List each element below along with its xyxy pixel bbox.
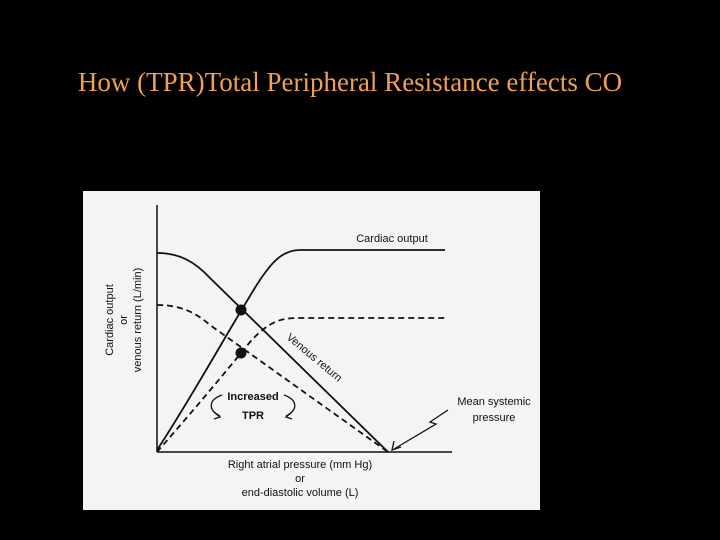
- figure-background: [83, 191, 540, 510]
- y-axis-label: or: [118, 315, 130, 325]
- mean-systemic-label: Mean systemic: [457, 396, 531, 408]
- x-axis-label: or: [295, 473, 305, 485]
- venous-return-curve-increased-tpr: [156, 304, 389, 453]
- x-axis-label: Right atrial pressure (mm Hg): [228, 459, 372, 471]
- x-axis-label: end-diastolic volume (L): [242, 487, 359, 499]
- y-axis-label: Cardiac output: [104, 284, 116, 356]
- mean-systemic-arrowhead: [391, 440, 402, 451]
- y-axis-label: venous return (L/min): [132, 268, 144, 373]
- mean-systemic-label: pressure: [473, 412, 516, 424]
- annotation-line: Increased: [227, 391, 278, 403]
- mean-systemic-arrow: [393, 409, 449, 450]
- venous-return-curve: [156, 252, 389, 453]
- cardiac-output-label: Cardiac output: [356, 233, 428, 245]
- annotation-arrowhead: [284, 412, 293, 420]
- equilibrium-point: [235, 304, 247, 316]
- equilibrium-point-increased-tpr: [235, 347, 247, 359]
- annotation-line: TPR: [242, 410, 264, 422]
- slide-title: How (TPR)Total Peripheral Resistance eff…: [78, 67, 622, 97]
- annotation-arrowhead: [213, 412, 222, 420]
